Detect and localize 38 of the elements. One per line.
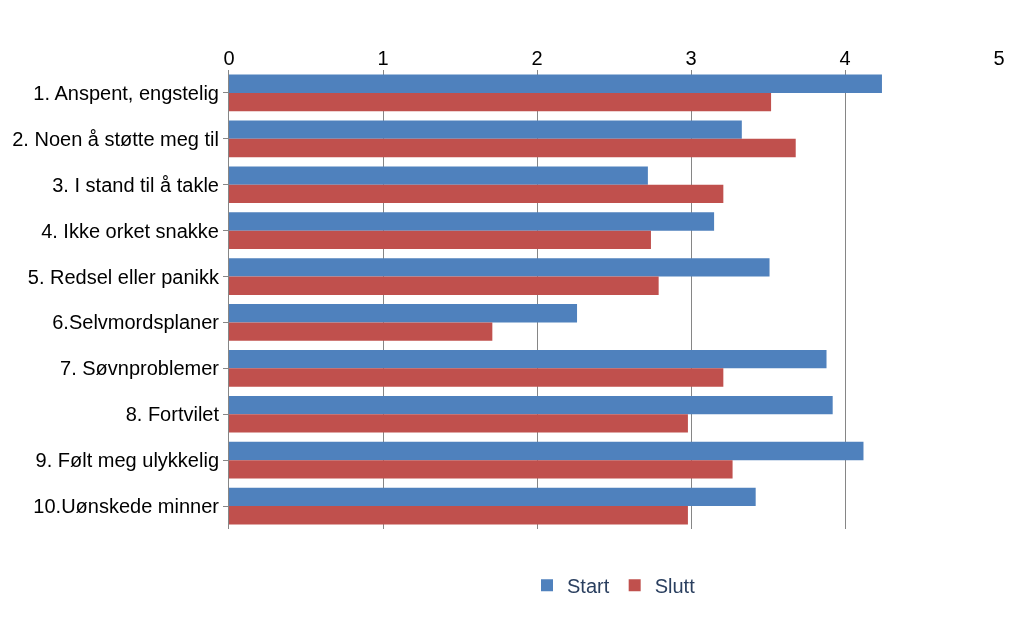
- x-tick-label: 0: [223, 47, 235, 69]
- bar: [229, 184, 724, 204]
- legend-label: Slutt: [654, 575, 696, 598]
- y-tick-label: 10.Uønskede minner: [33, 495, 220, 518]
- bar: [229, 138, 796, 158]
- y-tick-label: 8. Fortvilet: [125, 403, 220, 426]
- bar: [229, 322, 493, 341]
- y-tick-label: 9. Følt meg ulykkelig: [35, 449, 219, 472]
- x-tick-label: 4: [839, 47, 851, 69]
- bar: [229, 487, 756, 507]
- bar: [229, 460, 733, 479]
- x-tick-label: 3: [685, 47, 697, 69]
- x-tick-label: 2: [531, 47, 543, 69]
- bar: [229, 304, 578, 323]
- x-tick-label: 5: [993, 47, 1005, 69]
- y-tick-label: 6.Selvmordsplaner: [52, 311, 220, 334]
- legend-label: Start: [567, 575, 610, 598]
- bar: [229, 441, 864, 461]
- bar: [229, 212, 715, 231]
- bar: [229, 166, 648, 185]
- y-tick-label: 7. Søvnproblemer: [60, 357, 220, 380]
- y-tick-label: 2. Noen å støtte meg til: [12, 127, 219, 150]
- bar: [229, 276, 659, 295]
- bar: [229, 506, 688, 525]
- y-tick-label: 4. Ikke orket snakke: [41, 219, 219, 242]
- bar: [229, 414, 688, 433]
- bar: [229, 74, 882, 93]
- bar: [229, 349, 827, 369]
- bar: [229, 368, 724, 387]
- bar: [229, 92, 772, 112]
- y-tick-label: 3. I stand til å takle: [52, 173, 219, 196]
- bar: [229, 395, 833, 415]
- bar: [229, 230, 651, 250]
- bar: [229, 258, 770, 277]
- y-tick-label: 1. Anspent, engstelig: [33, 81, 219, 104]
- y-tick-label: 5. Redsel eller panikk: [27, 265, 220, 288]
- bar: [229, 120, 742, 139]
- x-tick-label: 1: [377, 47, 389, 69]
